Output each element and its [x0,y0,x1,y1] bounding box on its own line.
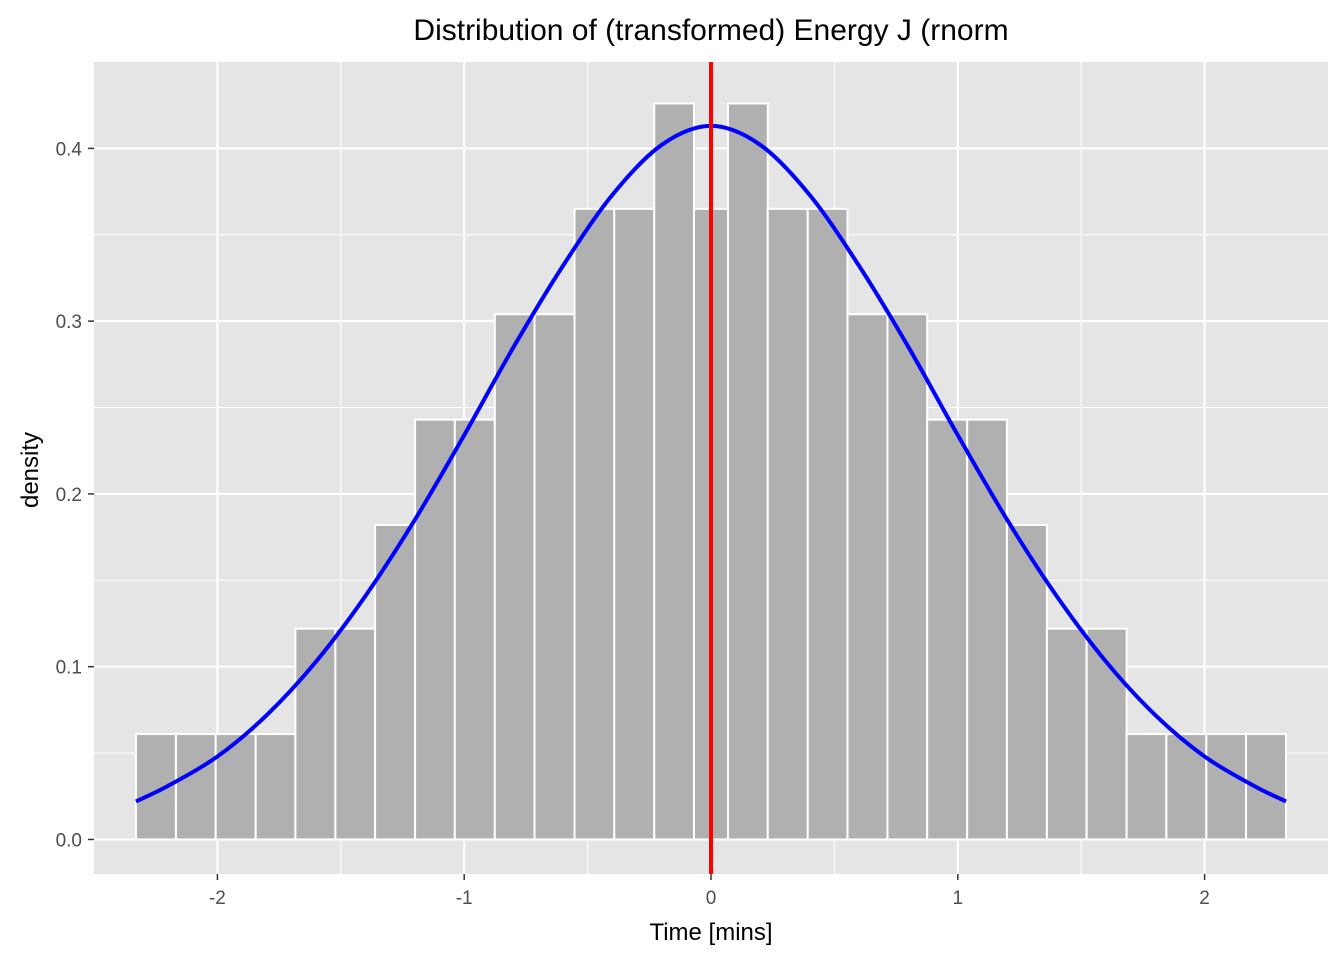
y-tick-label: 0.3 [56,312,82,333]
histogram-bar [1165,733,1208,841]
histogram-bar [1045,627,1088,841]
histogram-bar [573,207,616,841]
histogram-bar [1125,733,1168,841]
x-tick-label: 0 [706,888,717,909]
y-axis: 0.0 0.1 0.2 0.3 0.4 [56,139,94,851]
histogram-bar [493,313,536,841]
y-tick-label: 0.0 [56,830,82,851]
x-tick-label: -2 [209,888,226,909]
y-tick-label: 0.1 [56,658,82,679]
histogram-bar [886,313,929,841]
histogram-bar [766,207,809,841]
histogram-bar [214,733,257,841]
histogram-bar [1205,733,1248,841]
histogram-bar [846,313,889,841]
histogram-bar [806,207,849,841]
histogram-bar [613,207,656,841]
y-axis-title: density [17,432,44,508]
histogram-bar [453,418,496,841]
x-tick-label: -1 [456,888,473,909]
histogram-bar [926,418,969,841]
x-tick-label: 1 [953,888,964,909]
histogram-bar [653,102,695,841]
histogram-bar [254,733,297,841]
histogram-bar [1005,524,1048,841]
x-tick-label: 2 [1199,888,1210,909]
histogram-bar [533,313,576,841]
y-tick-label: 0.2 [56,485,82,506]
chart-title: Distribution of (transformed) Energy J (… [413,14,1008,47]
y-tick-label: 0.4 [56,139,83,160]
x-axis: -2 -1 0 1 2 [209,874,1210,909]
histogram-bar [174,733,217,841]
histogram-bar [334,627,377,841]
x-axis-title: Time [mins] [649,919,772,946]
histogram-bar [727,102,769,841]
histogram-bars [134,102,1288,841]
